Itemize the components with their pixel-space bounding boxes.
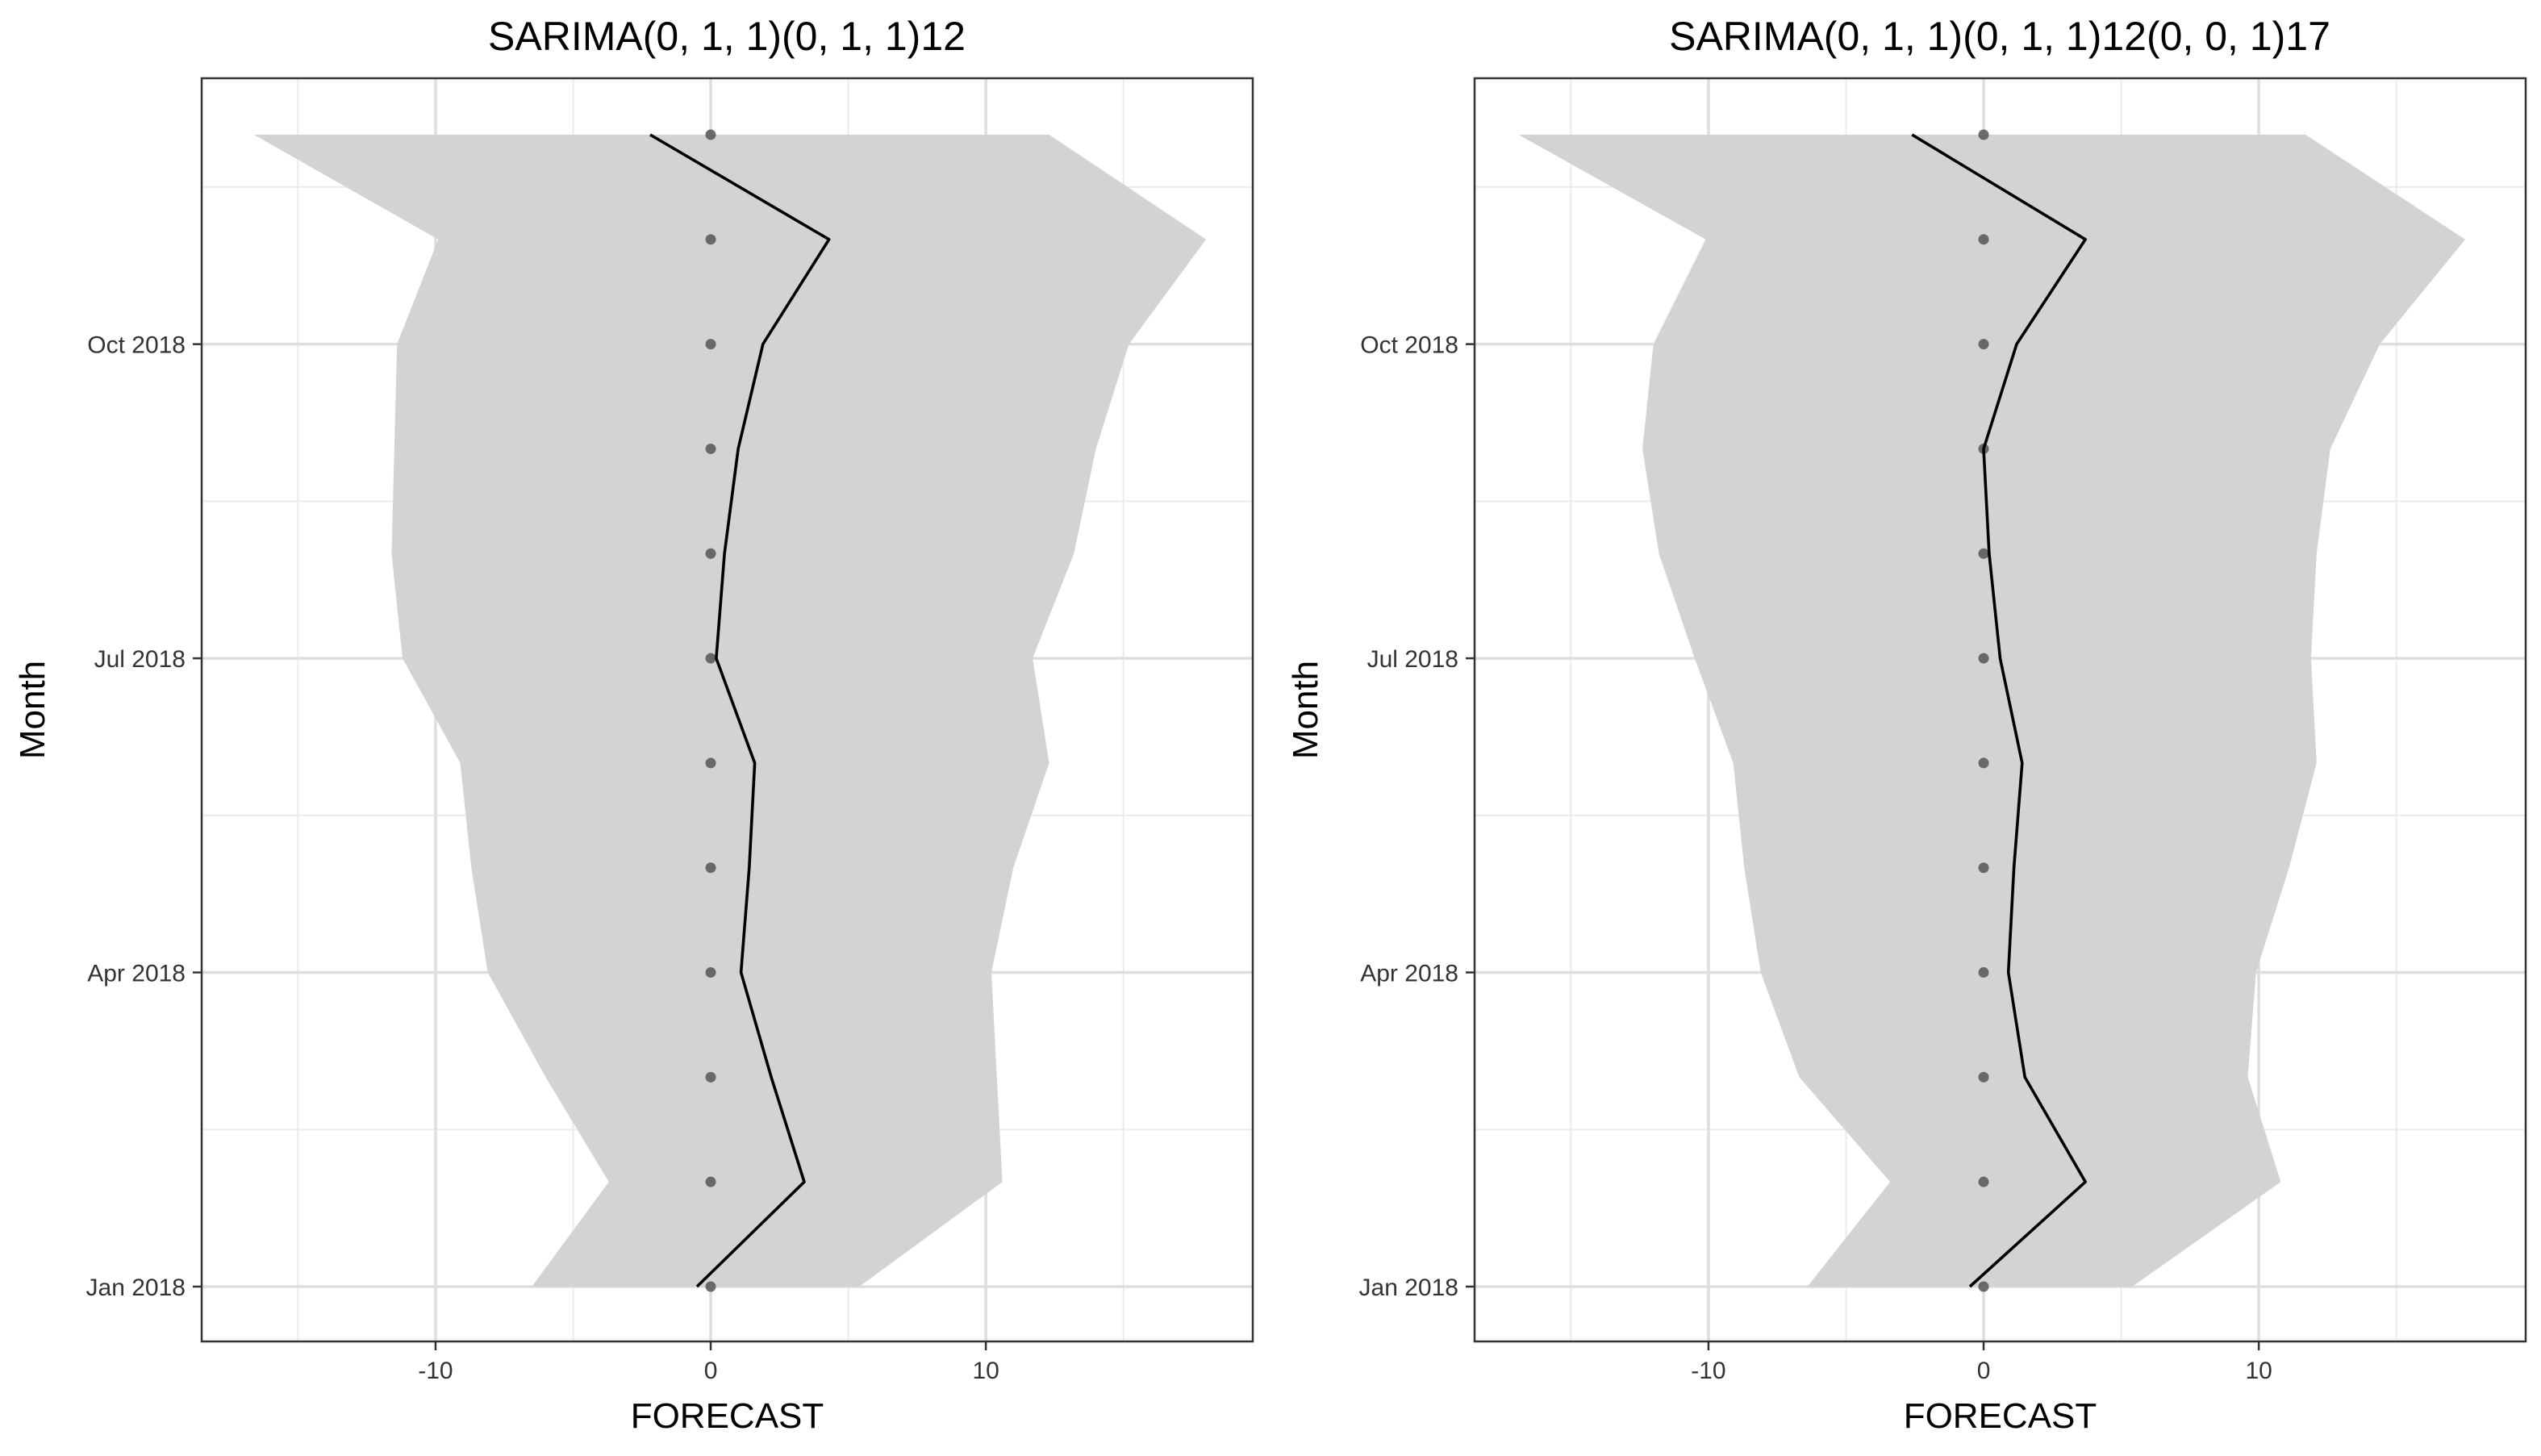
x-tick-label: -10 [418, 1358, 453, 1384]
x-axis-label: FORECAST [631, 1396, 824, 1436]
data-point [705, 862, 716, 874]
confidence-band [253, 135, 1206, 1287]
data-point [1978, 339, 1989, 350]
y-tick-label: Jul 2018 [1367, 646, 1458, 673]
chart-title: SARIMA(0, 1, 1)(0, 1, 1)12 [488, 14, 966, 59]
data-point [1978, 757, 1989, 769]
x-tick-label: 10 [2245, 1358, 2272, 1384]
y-tick-label: Jul 2018 [94, 646, 186, 673]
y-tick-label: Apr 2018 [87, 961, 186, 987]
data-point [705, 757, 716, 769]
x-tick-label: 10 [972, 1358, 999, 1384]
panel-border [1473, 77, 2527, 1343]
data-point [705, 1281, 716, 1292]
forecast-line [1911, 133, 2087, 1288]
panel-border [200, 77, 1254, 1343]
y-axis-label: Month [13, 661, 52, 759]
y-tick-label: Apr 2018 [1360, 961, 1458, 987]
y-axis-label: Month [1286, 661, 1325, 759]
data-point [705, 129, 716, 140]
data-point [1978, 1176, 1989, 1187]
data-point [1978, 653, 1989, 664]
data-point [705, 1071, 716, 1083]
x-tick-label: 0 [704, 1358, 718, 1384]
data-point [705, 1176, 716, 1187]
data-point [705, 967, 716, 978]
data-point [705, 234, 716, 245]
data-point [1978, 862, 1989, 874]
x-tick-label: 0 [1977, 1358, 1991, 1384]
data-point [705, 653, 716, 664]
data-point [1978, 1071, 1989, 1083]
x-tick-label: -10 [1691, 1358, 1725, 1384]
chart-panel-2: -10 0 10 Jan 2018 Apr 2018 Jul 2018 Oct 2018 SA… [1286, 14, 2527, 1436]
y-tick-label: Jan 2018 [1359, 1275, 1458, 1301]
data-point [705, 339, 716, 350]
data-point [705, 443, 716, 454]
y-tick-label: Oct 2018 [87, 332, 186, 359]
y-tick-label: Oct 2018 [1360, 332, 1458, 359]
forecast-line [649, 133, 831, 1288]
data-point [1978, 967, 1989, 978]
chart-panel-1: -10 0 10 Jan 2018 Apr 2018 Jul 2018 Oct 2018 SA… [13, 14, 1254, 1436]
data-point [1978, 1281, 1989, 1292]
chart-title: SARIMA(0, 1, 1)(0, 1, 1)12(0, 0, 1)17 [1669, 14, 2330, 59]
data-point [1978, 548, 1989, 559]
data-point [1978, 129, 1989, 140]
y-tick-label: Jan 2018 [86, 1275, 186, 1301]
data-point [1978, 234, 1989, 245]
data-point [705, 548, 716, 559]
confidence-band [1518, 135, 2465, 1287]
x-axis-label: FORECAST [1904, 1396, 2097, 1436]
